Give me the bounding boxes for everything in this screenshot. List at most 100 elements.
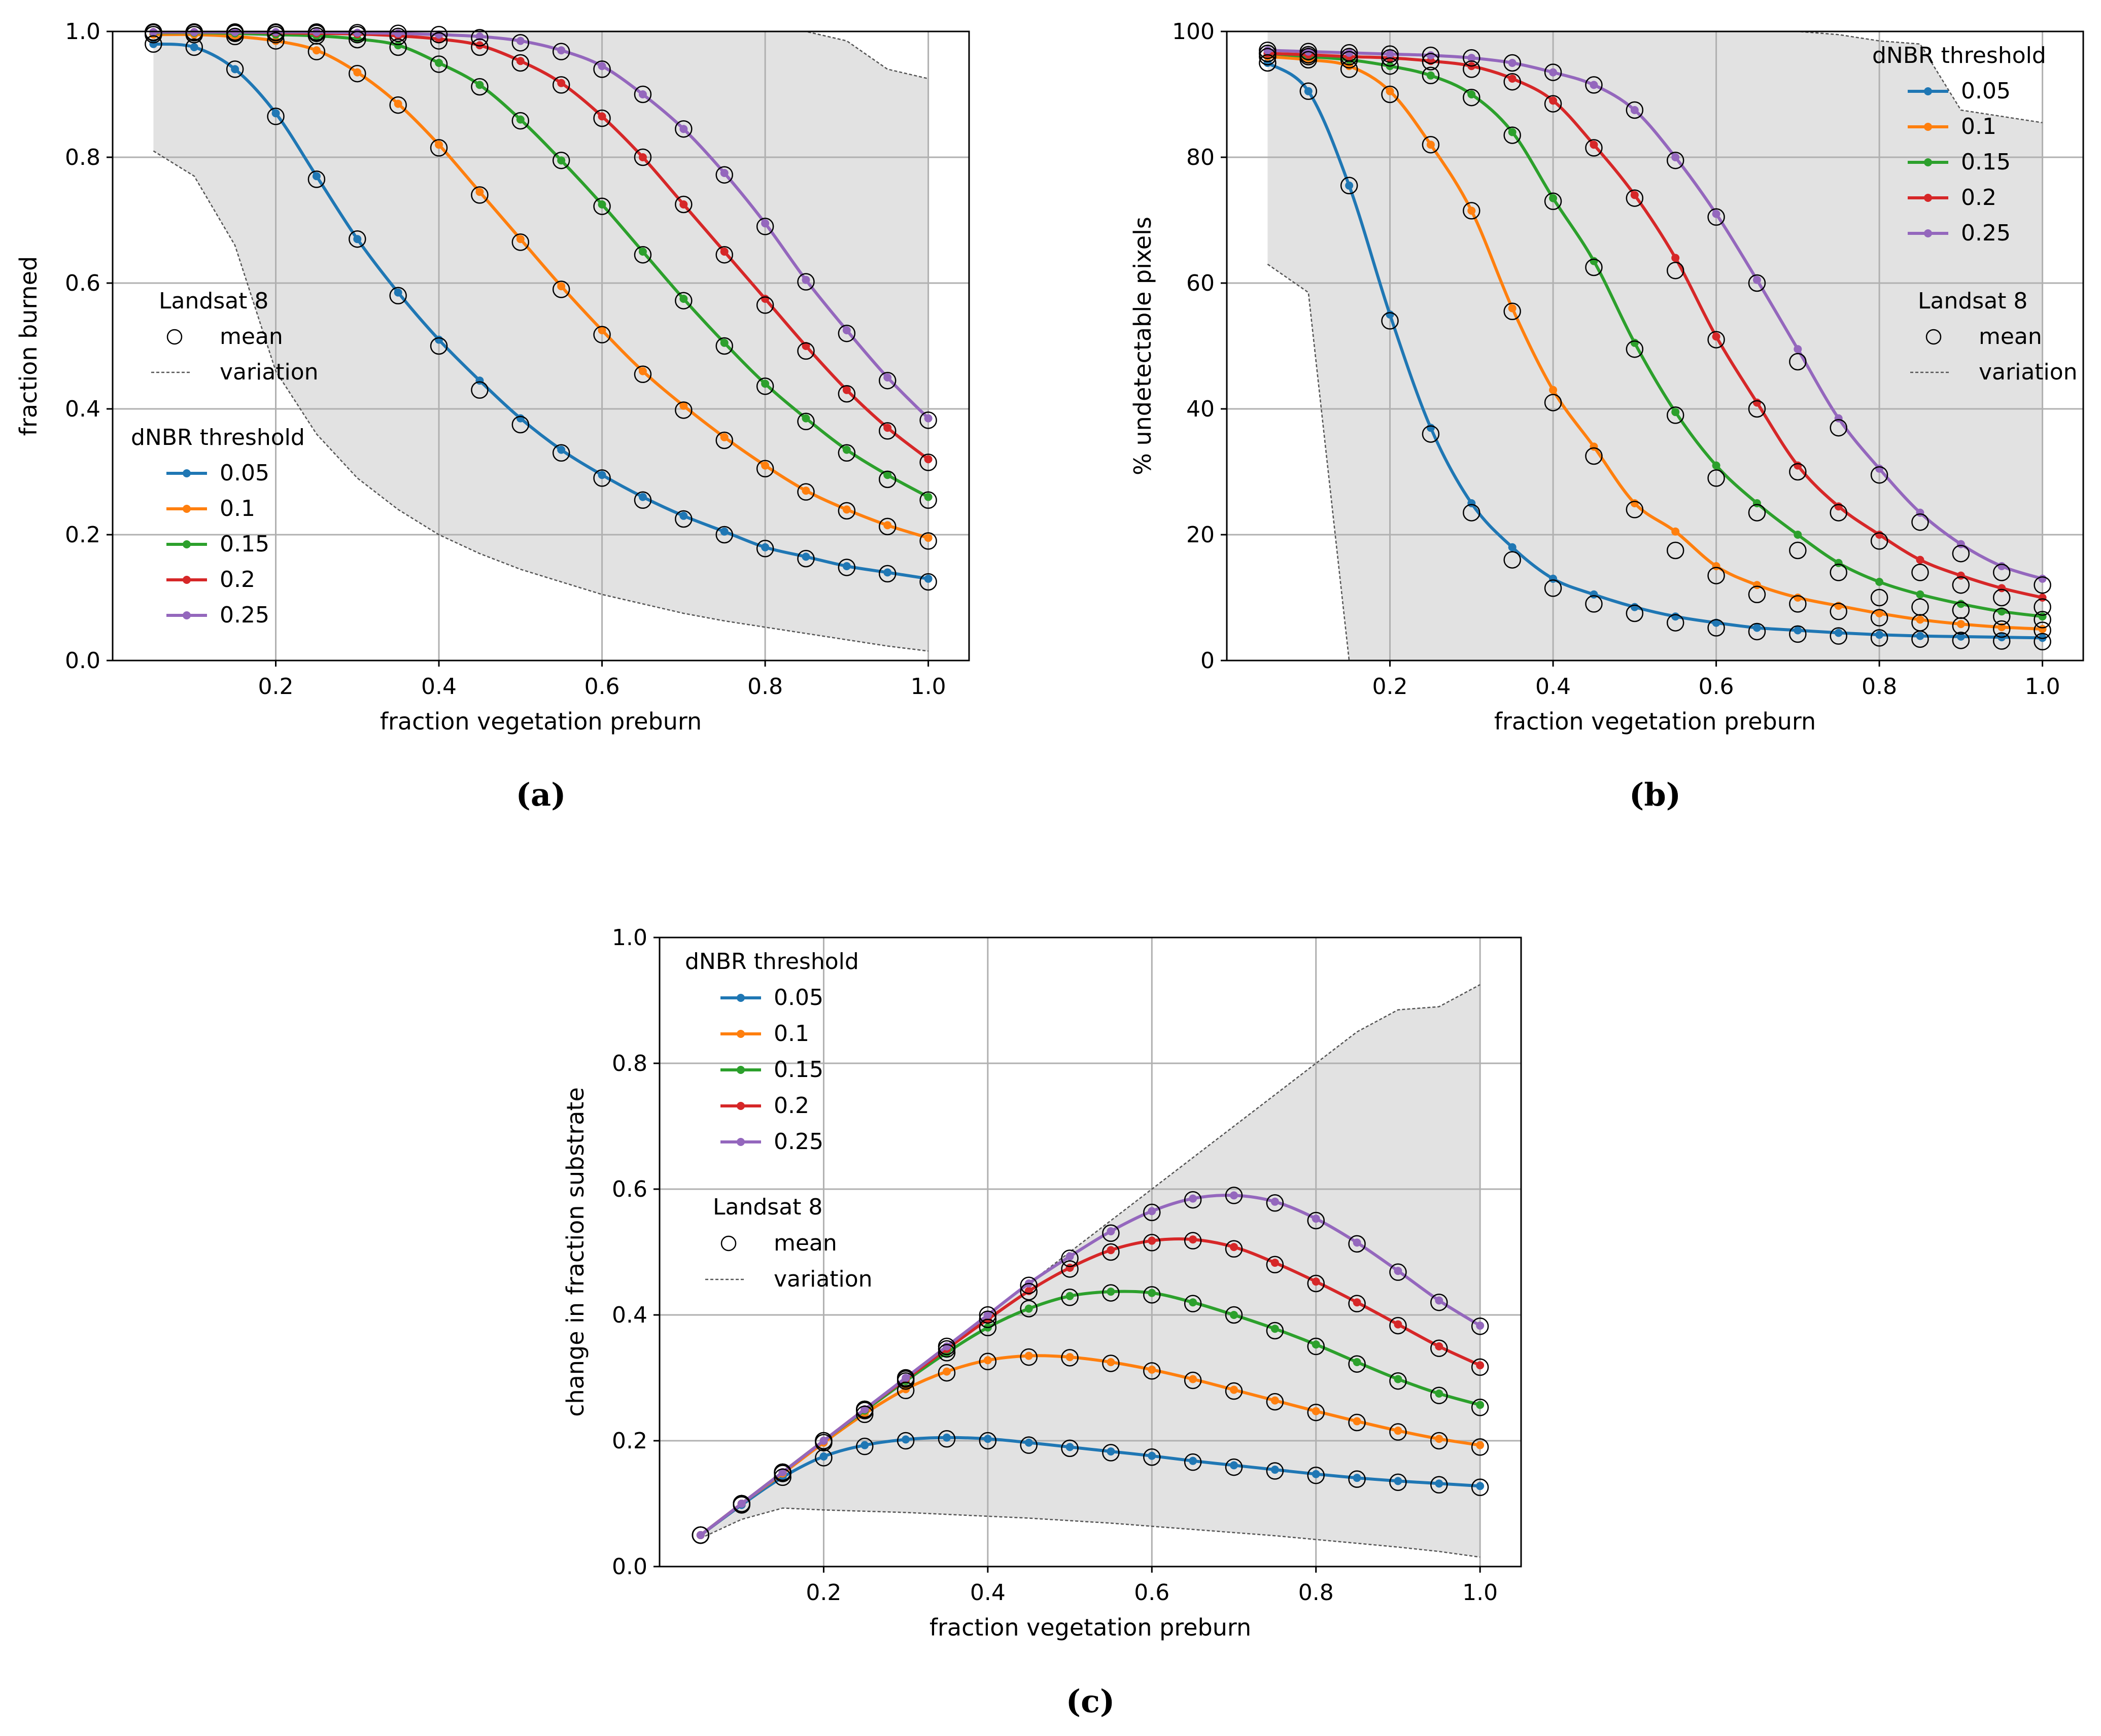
mean-marker-0.05 [938,1430,956,1448]
series-point-0.2 [924,455,933,464]
series-point-0.1 [1386,87,1394,95]
mean-marker-0.1 [1789,595,1807,613]
series-point-0.05 [638,493,647,501]
series-point-0.05 [842,562,851,570]
mean-marker-0.2 [1911,564,1929,581]
mean-marker-0.15 [389,38,407,56]
legend-label: 0.05 [1961,78,2011,104]
y-tick-label: 0.0 [65,648,100,674]
series-point-0.15 [1508,128,1517,136]
mean-marker-0.2 [1707,331,1725,349]
series-point-0.1 [2038,625,2047,633]
x-axis-label: fraction vegetation preburn [1494,708,1816,735]
series-point-0.2 [1312,1277,1320,1286]
y-tick-label: 0.2 [612,1428,647,1454]
x-axis-label: fraction vegetation preburn [929,1614,1251,1641]
series-point-0.2 [1875,531,1884,539]
mean-marker-0.15 [471,78,489,96]
series-point-0.25 [638,90,647,98]
legend-label: mean [220,324,283,350]
series-line-0.15 [1267,52,2043,618]
legend-label: 0.2 [1961,185,1996,211]
series-point-0.15 [516,115,525,124]
mean-marker-0.25 [593,60,611,78]
series-point-0.2 [557,79,566,87]
series-point-0.1 [924,534,933,542]
legend-title: dNBR threshold [1872,43,2046,68]
mean-marker-0.15 [1544,192,1562,211]
series-point-0.25 [924,414,933,423]
mean-marker-0.25 [349,24,366,42]
mean-marker-0.25 [1992,564,2011,581]
mean-marker-0.1 [1225,1382,1243,1400]
series-point-0.2 [1508,75,1517,83]
mean-marker-0.2 [593,109,611,127]
mean-marker-0.25 [1266,1194,1284,1212]
series-point-0.05 [1630,603,1639,611]
series-point-0.15 [842,445,851,454]
mean-marker-0.05 [471,381,489,399]
series-point-0.2 [1916,555,1924,564]
series-point-0.15 [1671,408,1680,416]
series-point-0.25 [1712,210,1720,218]
mean-marker-0.2 [1666,261,1684,280]
series-point-0.05 [394,288,402,297]
panel-c: 0.2 0.4 0.6 0.8 1.0 0.0 0.2 0.4 0.6 0.8 1.0 fractio… [562,925,1522,1720]
legend-landsat: Landsat 8 mean variation [151,288,319,385]
mean-marker-0.05 [919,573,937,591]
mean-marker-0.15 [1143,1286,1161,1304]
mean-marker-0.05 [593,469,611,487]
series-point-0.1 [1426,141,1435,149]
panel-b: 0.2 0.4 0.6 0.8 1.0 0 20 40 60 80 100 fraction vege… [1129,19,2084,813]
series-point-0.15 [638,248,647,256]
mean-marker-0.1 [856,1405,874,1423]
mean-marker-0.05 [1585,595,1603,613]
mean-marker-0.2 [1102,1243,1120,1261]
mean-marker-0.15 [1225,1306,1243,1324]
series-point-0.25 [1426,51,1435,60]
series-line-0.25 [1267,49,2043,580]
legend-dnbr: dNBR threshold 0.05 0.1 0.15 0.2 0.25 [685,949,859,1155]
series-point-0.1 [516,235,525,244]
mean-marker-0.05 [1348,1470,1366,1488]
legend-label: variation [220,359,319,385]
series-point-0.1 [1394,1427,1402,1435]
mean-marker-0.05 [774,1468,791,1486]
mean-marker-0.25 [1143,1203,1161,1222]
mean-marker-0.05 [1259,54,1277,72]
mean-marker-0.2 [1952,576,1970,594]
mean-marker-0.15 [1430,1386,1448,1404]
mean-marker-0.05 [552,444,570,462]
mean-marker-0.25 [511,34,530,52]
series-point-0.15 [557,156,566,165]
legend-swatch-marker [1925,329,1942,345]
series-point-0.05 [475,376,484,385]
series-point-0.15 [1312,1340,1320,1349]
series-point-0.2 [1230,1243,1238,1252]
mean-marker-0.25 [878,371,897,390]
series-point-0.1 [720,433,729,441]
panel-a: 0.2 0.4 0.6 0.8 1.0 0.0 0.2 0.4 0.6 0.8 1.0 fractio… [15,19,970,813]
mean-marker-0.05 [1102,1444,1120,1462]
mean-marker-0.05 [1299,82,1318,100]
mean-marker-0.05 [1503,551,1521,569]
mean-marker-0.25 [919,411,937,429]
mean-marker-0.1 [1707,567,1725,584]
mean-marker-0.15 [430,55,448,73]
x-tick-label: 0.6 [1699,674,1734,700]
mean-marker-0.05 [634,491,652,509]
series-point-0.1 [598,326,606,334]
series-point-0.25 [1549,68,1558,77]
mean-marker-0.1 [634,365,652,384]
series-point-0.2 [679,200,688,209]
mean-marker-0.25 [774,1463,791,1481]
panel-label: (a) [516,776,566,813]
legend-swatch-point [1924,87,1932,95]
series-point-0.1 [435,141,443,149]
mean-marker-0.05 [430,337,448,355]
mean-marker-0.25 [634,85,652,103]
mean-marker-0.05 [1307,1466,1325,1484]
mean-marker-0.25 [1061,1249,1079,1267]
series-point-0.2 [1630,191,1639,199]
